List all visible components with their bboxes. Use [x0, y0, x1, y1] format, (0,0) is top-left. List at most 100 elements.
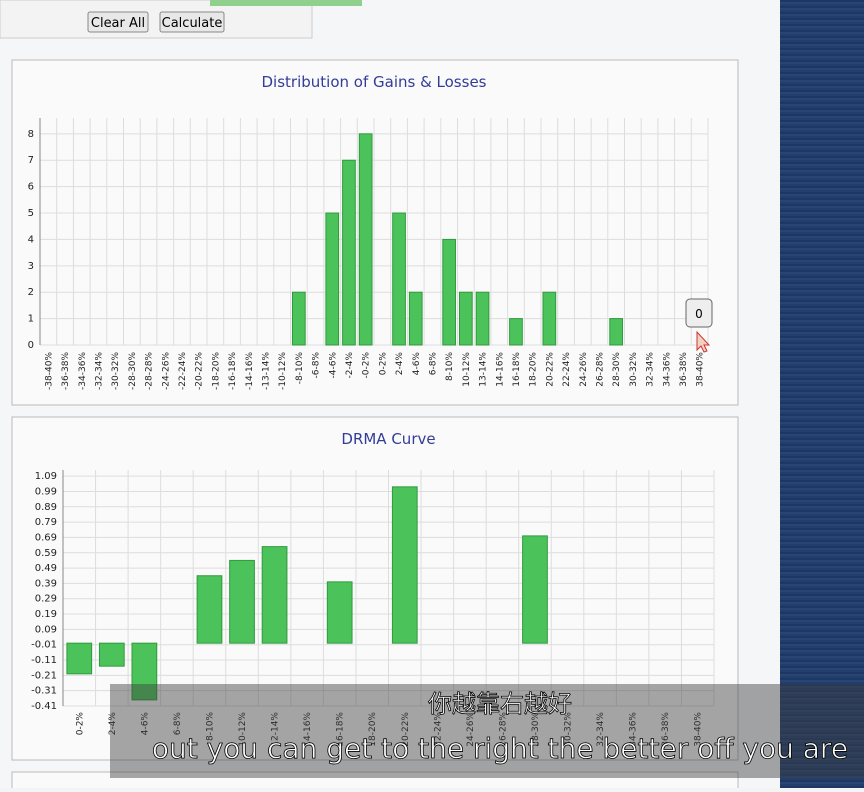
- bar: [196, 575, 223, 644]
- x-tick-label: -13-14%: [261, 352, 271, 390]
- tooltip: [685, 298, 713, 328]
- x-tick-label: 10-12%: [238, 712, 248, 747]
- chart-panel: [11, 59, 739, 406]
- x-tick-label: 32-34%: [596, 712, 606, 747]
- cursor: [696, 330, 711, 353]
- bar: [326, 581, 353, 644]
- x-tick-label: 16-18%: [336, 712, 346, 747]
- x-tick-label: -10-12%: [278, 352, 288, 390]
- x-tick-label: 24-26%: [579, 352, 589, 387]
- y-tick-label: 4: [28, 234, 34, 245]
- bar: [475, 291, 490, 346]
- bar: [229, 559, 255, 644]
- x-tick-label: 26-28%: [498, 712, 508, 747]
- y-tick-label: 0.49: [35, 563, 57, 574]
- bar: [292, 291, 306, 346]
- y-tick-label: 0.09: [35, 624, 57, 635]
- bar: [392, 212, 406, 346]
- y-tick-label: 0.99: [35, 486, 57, 497]
- y-tick-label: 7: [28, 155, 34, 166]
- subtitle-band: [110, 684, 864, 778]
- x-tick-label: 38-40%: [694, 712, 704, 747]
- y-tick-label: 0.29: [35, 594, 57, 605]
- x-tick-label: -14-16%: [245, 352, 255, 390]
- x-tick-label: -18-20%: [211, 352, 221, 390]
- x-tick-label: 13-14%: [479, 352, 489, 387]
- bar: [408, 291, 423, 346]
- x-tick-label: -24-26%: [161, 352, 171, 390]
- x-tick-label: -34-36%: [78, 352, 88, 390]
- x-tick-label: 10-12%: [462, 352, 472, 387]
- charts: Distribution of Gains & Losses012345678-…: [28, 73, 715, 747]
- x-tick-label: 18-20%: [529, 352, 539, 387]
- x-tick-label: 6-8%: [428, 352, 438, 376]
- x-tick-label: 30-32%: [564, 712, 574, 747]
- chart-title: DRMA Curve: [341, 430, 435, 448]
- x-tick-label: -30-32%: [111, 352, 121, 390]
- bar: [391, 486, 418, 644]
- side-stripe: [780, 0, 864, 788]
- y-tick-label: 0: [28, 340, 34, 351]
- x-tick-label: -32-34%: [94, 352, 104, 390]
- form-strip: [210, 0, 362, 6]
- x-tick-label: 36-38%: [679, 352, 689, 387]
- subtitle: 你越靠右越好: [428, 690, 572, 718]
- x-tick-label: 0-2%: [75, 712, 85, 736]
- button[interactable]: [159, 11, 225, 33]
- x-tick-label: -38-40%: [44, 352, 54, 390]
- x-tick-label: 4-6%: [412, 352, 422, 376]
- bar: [66, 642, 93, 675]
- x-tick-label: 6-8%: [173, 712, 183, 736]
- tooltip-text: 0: [695, 307, 703, 321]
- y-tick-label: 6: [28, 182, 34, 193]
- button-label[interactable]: Calculate: [162, 16, 223, 31]
- x-tick-label: 38-40%: [696, 352, 706, 387]
- y-tick-label: 0.79: [35, 517, 57, 528]
- y-tick-label: 2: [28, 287, 34, 298]
- x-tick-label: -28-30%: [128, 352, 138, 390]
- button[interactable]: [87, 11, 149, 33]
- chart-panel: [11, 771, 739, 792]
- x-tick-label: -16-18%: [228, 352, 238, 390]
- x-tick-label: -2-4%: [345, 352, 355, 379]
- button-label[interactable]: Clear All: [91, 16, 145, 31]
- bar: [325, 212, 340, 346]
- y-tick-label: 1: [28, 314, 34, 325]
- y-tick-label: 0.39: [35, 578, 57, 589]
- x-tick-label: -22-24%: [178, 352, 188, 390]
- bar: [358, 133, 373, 346]
- y-tick-label: 1.09: [35, 471, 57, 482]
- bar: [442, 238, 456, 346]
- x-tick-label: -28-28%: [145, 352, 155, 390]
- bar: [342, 159, 356, 346]
- chart-panel: [11, 416, 739, 761]
- subtitle: out you can get to the right the better …: [152, 732, 848, 765]
- x-tick-label: 14-16%: [495, 352, 505, 387]
- bar: [609, 318, 623, 346]
- x-tick-label: 34-36%: [662, 352, 672, 387]
- y-tick-label: 0.89: [35, 502, 57, 513]
- x-tick-label: 28-30%: [612, 352, 622, 387]
- bar: [459, 291, 473, 346]
- bar: [509, 318, 523, 346]
- x-tick-label: -20-22%: [195, 352, 205, 390]
- y-tick-label: 0.69: [35, 532, 57, 543]
- x-tick-label: -8-10%: [295, 352, 305, 385]
- x-tick-label: 14-16%: [303, 712, 313, 747]
- x-tick-label: 30-32%: [629, 352, 639, 387]
- x-tick-label: -36-38%: [61, 352, 71, 390]
- y-tick-label: 0.19: [35, 609, 57, 620]
- y-tick-label: 0.59: [35, 548, 57, 559]
- x-tick-label: -0-2%: [362, 352, 372, 379]
- x-tick-label: 22-24%: [433, 712, 443, 747]
- x-tick-label: 8-10%: [445, 352, 455, 381]
- x-tick-label: 22-24%: [562, 352, 572, 387]
- x-tick-label: 32-34%: [646, 352, 656, 387]
- bar: [522, 535, 548, 644]
- y-tick-label: 8: [28, 129, 34, 140]
- x-tick-label: 28-30%: [531, 712, 541, 747]
- y-tick-label: -0.31: [31, 686, 57, 697]
- y-tick-label: -0.11: [31, 655, 57, 666]
- x-tick-label: 34-36%: [629, 712, 639, 747]
